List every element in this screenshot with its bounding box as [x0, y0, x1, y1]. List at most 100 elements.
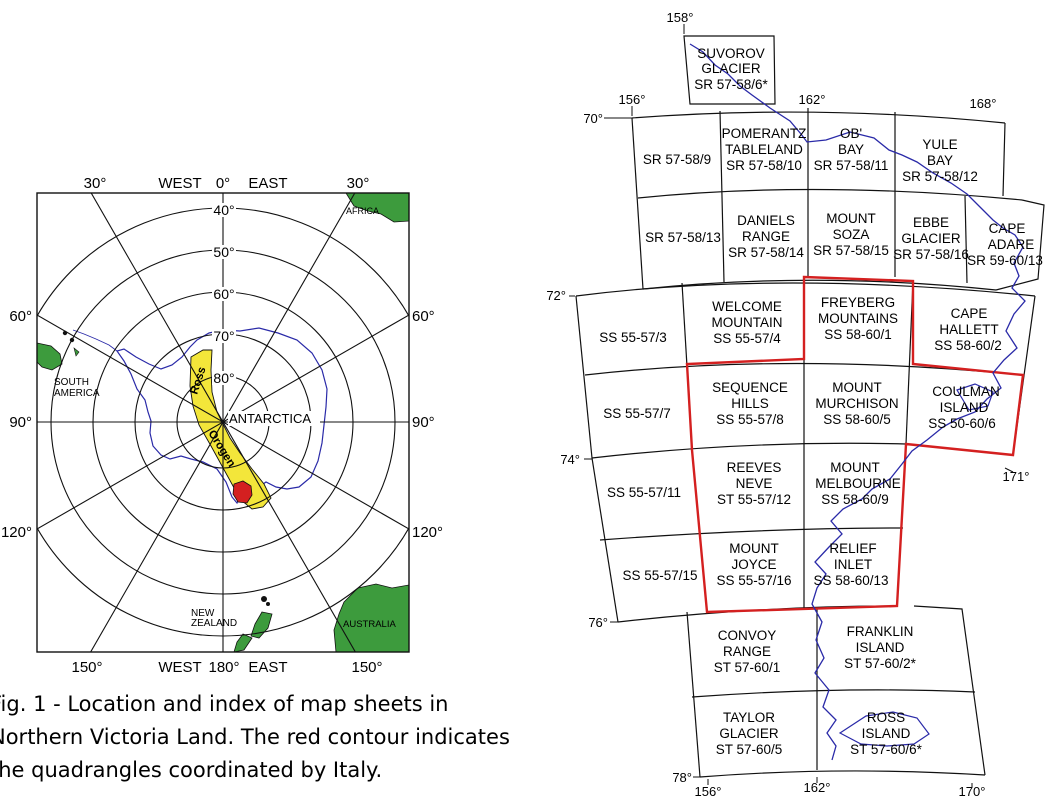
sheet-line: SS 58-60/9 — [821, 492, 889, 507]
sheet-line: WELCOME — [712, 299, 782, 314]
italy-coordinated-area — [232, 480, 253, 504]
polar-map-frame — [36, 192, 410, 653]
sheet-sr-57-58-13: SR 57-58/13 — [645, 230, 721, 245]
polar-map-frame-labels: 30° WEST 0° EAST 30° 150° WEST 180° EAST… — [1, 175, 443, 676]
caption-line-1: Fig. 1 - Location and index of map sheet… — [0, 692, 449, 716]
sheet-ss-55-57-7: SS 55-57/7 — [603, 406, 671, 421]
antarctica-coastline — [116, 327, 328, 505]
sheet-line: HILLS — [731, 396, 769, 411]
sheet-line: EBBE — [913, 215, 949, 230]
sheet-line: ST 57-60/1 — [714, 660, 781, 675]
sheet-line: RANGE — [723, 644, 771, 659]
sheet-mount-joyce: MOUNT JOYCE SS 55-57/16 — [716, 541, 791, 588]
sheet-ss-55-57-15: SS 55-57/15 — [622, 568, 697, 583]
sheet-cape-hallett: CAPE HALLETT SS 58-60/2 — [934, 306, 1002, 353]
australia-landmass — [333, 583, 409, 652]
sheet-line: SR 57-58/13 — [645, 230, 721, 245]
sheet-line: MOUNT — [826, 211, 876, 226]
label-top-east: EAST — [248, 175, 287, 192]
sheet-pomerantz-tableland: POMERANTZ TABLELAND SR 57-58/10 — [722, 126, 807, 173]
sheet-line: SS 55-57/7 — [603, 406, 671, 421]
sheet-line: SS 58-60/2 — [934, 338, 1002, 353]
sheet-line: FREYBERG — [821, 295, 895, 310]
sheet-line: CAPE — [989, 221, 1026, 236]
sheet-line: MOUNTAIN — [712, 315, 783, 330]
sheet-line: RELIEF — [829, 541, 876, 556]
sheet-line: ROSS — [867, 710, 905, 725]
label-africa: AFRICA — [346, 206, 379, 216]
label-lon-168-upper: 168° — [970, 96, 997, 111]
sheet-line: ISLAND — [862, 726, 911, 741]
label-lat-70: 70° — [213, 328, 234, 344]
label-bottom-150-east: 150° — [351, 659, 382, 676]
sheet-line: SR 57-58/6* — [694, 77, 768, 92]
sheet-line: RANGE — [742, 229, 790, 244]
sheet-labels: SUVOROV GLACIER SR 57-58/6* SR 57-58/9 P… — [599, 46, 1043, 757]
label-top-30-east: 30° — [347, 175, 370, 192]
label-lat-78-index: 78° — [672, 770, 692, 785]
label-lat-60: 60° — [213, 286, 234, 302]
figure-caption: Fig. 1 - Location and index of map sheet… — [0, 688, 520, 787]
sheet-line: ST 57-60/6* — [850, 742, 923, 757]
sheet-line: ST 57-60/5 — [716, 742, 783, 757]
sheet-line: COULMAN — [932, 384, 1000, 399]
new-zealand-landmass-south — [233, 633, 253, 652]
sheet-ss-55-57-11: SS 55-57/11 — [607, 485, 681, 500]
label-left-90: 90° — [9, 414, 32, 431]
label-south-america-1: SOUTH — [54, 377, 89, 388]
sheet-line: YULE — [922, 137, 957, 152]
label-top-zero: 0° — [216, 175, 230, 192]
polar-map: 30° WEST 0° EAST 30° 150° WEST 180° EAST… — [1, 175, 443, 676]
sheet-line: SS 55-57/3 — [599, 330, 667, 345]
label-left-60: 60° — [9, 308, 32, 325]
south-america-landmass — [37, 342, 63, 371]
sheet-sequence-hills: SEQUENCE HILLS SS 55-57/8 — [712, 380, 788, 427]
label-lon-156-bottom: 156° — [695, 784, 722, 799]
meridians — [37, 193, 409, 652]
sheet-line: SS 58-60/1 — [824, 327, 892, 342]
label-lat-40: 40° — [213, 202, 234, 218]
sheet-line: MOUNT — [832, 380, 882, 395]
africa-landmass — [345, 193, 409, 223]
sheet-cape-adare: CAPE ADARE SR 59-60/13 — [967, 221, 1043, 268]
label-bottom-west: WEST — [158, 659, 201, 676]
sheet-line: SOZA — [833, 227, 870, 242]
sheet-line: CONVOY — [718, 628, 777, 643]
sheet-welcome-mountain: WELCOME MOUNTAIN SS 55-57/4 — [712, 299, 783, 346]
sheet-reeves-neve: REEVES NEVE ST 55-57/12 — [717, 460, 791, 507]
sheet-line: GLACIER — [719, 726, 779, 741]
caption-line-2: Northern Victoria Land. The red contour … — [0, 725, 510, 749]
label-south-america-2: AMERICA — [54, 388, 100, 399]
index-ticks — [569, 24, 1014, 788]
label-bottom-180: 180° — [208, 659, 239, 676]
label-lon-158: 158° — [667, 10, 694, 25]
sheet-line: SR 57-58/15 — [813, 243, 889, 258]
sheet-line: INLET — [834, 557, 872, 572]
sheet-line: MOUNTAINS — [818, 311, 898, 326]
sheet-line: ISLAND — [856, 640, 905, 655]
label-lon-171: 171° — [1003, 469, 1030, 484]
sheet-line: NEVE — [736, 476, 773, 491]
sheet-line: GLACIER — [901, 231, 961, 246]
sheet-line: CAPE — [951, 306, 988, 321]
sheet-suvorov-glacier: SUVOROV GLACIER SR 57-58/6* — [694, 46, 768, 92]
sheet-line: SS 50-60/6 — [928, 416, 996, 431]
sheet-line: SR 57-58/9 — [643, 152, 711, 167]
sheet-line: OB' — [840, 126, 862, 141]
sheet-line: ST 55-57/12 — [717, 492, 791, 507]
label-lat-76-index: 76° — [588, 615, 608, 630]
label-right-120: 120° — [412, 524, 443, 541]
label-lon-156-upper: 156° — [619, 92, 646, 107]
sheet-line: SR 57-58/10 — [726, 158, 802, 173]
sheet-franklin-island: FRANKLIN ISLAND ST 57-60/2* — [844, 624, 917, 671]
sheet-relief-inlet: RELIEF INLET SS 58-60/13 — [813, 541, 888, 588]
label-lat-50: 50° — [213, 244, 234, 260]
label-top-30-west: 30° — [84, 175, 107, 192]
sheet-line: SR 57-58/14 — [728, 245, 804, 260]
label-lon-162-upper: 162° — [799, 92, 826, 107]
sheet-taylor-glacier: TAYLOR GLACIER ST 57-60/5 — [716, 710, 783, 757]
sheet-line: SS 58-60/13 — [813, 573, 888, 588]
italy-coordinated-contour — [685, 275, 1025, 614]
sheet-line: SR 57-58/12 — [902, 169, 978, 184]
